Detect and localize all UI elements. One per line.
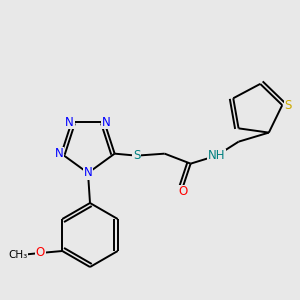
Text: O: O [36,247,45,260]
Text: N: N [102,116,111,129]
Text: N: N [65,116,74,129]
Text: N: N [55,147,64,160]
Text: S: S [284,99,292,112]
Text: N: N [84,167,92,179]
Text: CH₃: CH₃ [9,250,28,260]
Text: O: O [178,185,187,198]
Text: S: S [133,149,140,162]
Text: NH: NH [208,149,225,162]
